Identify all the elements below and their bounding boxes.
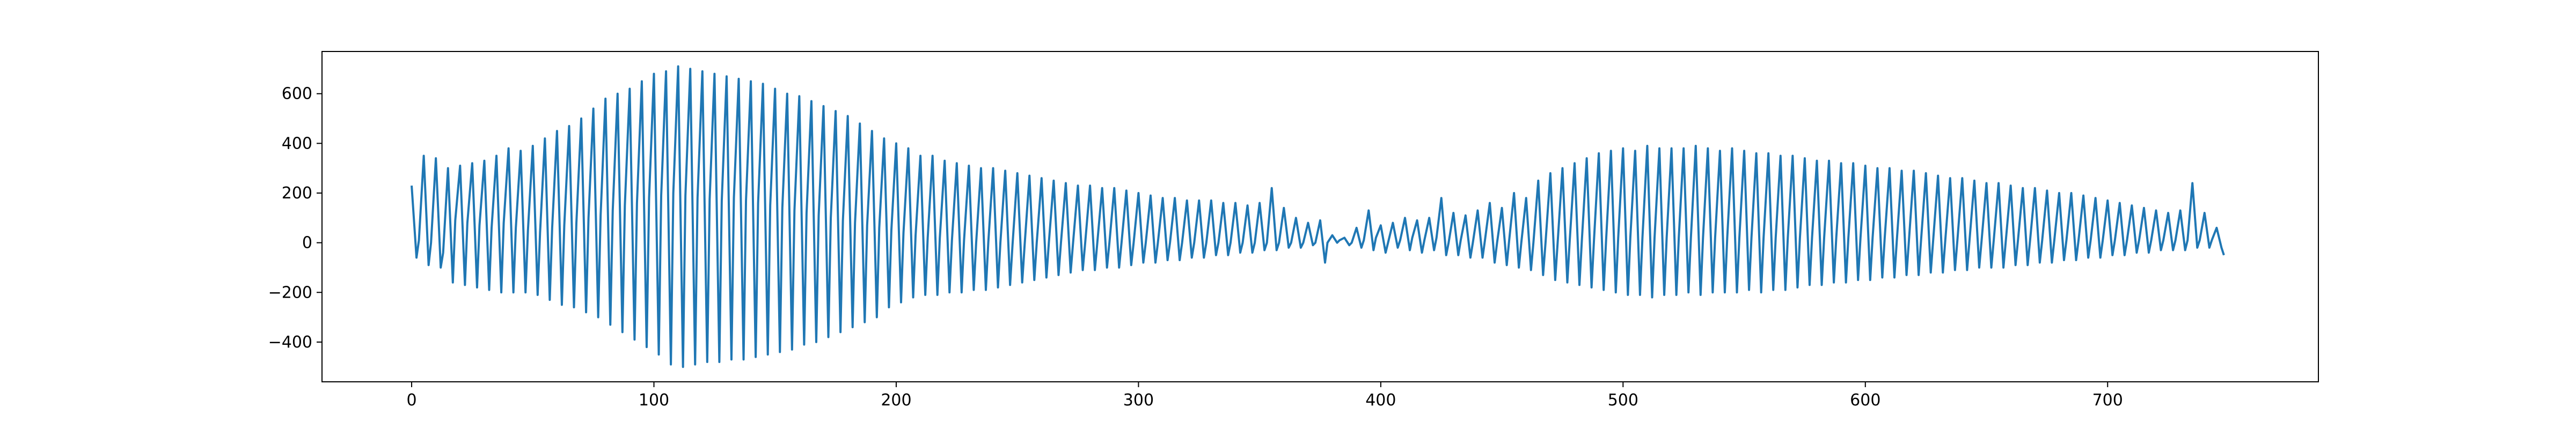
plot-frame — [321, 51, 2319, 382]
x-tick-label: 400 — [1365, 391, 1396, 410]
data-line — [411, 65, 2225, 368]
x-tick-label: 0 — [406, 391, 416, 410]
x-tick-label: 200 — [881, 391, 911, 410]
y-tick-label: 400 — [282, 134, 312, 153]
x-tick-label: 600 — [1850, 391, 1880, 410]
y-tick-label: −400 — [268, 333, 312, 352]
x-tick-label: 700 — [2092, 391, 2123, 410]
x-tick-label: 300 — [1123, 391, 1154, 410]
y-tick-label: 600 — [282, 85, 312, 103]
y-tick-label: 0 — [302, 234, 312, 253]
x-tick-label: 500 — [1608, 391, 1638, 410]
y-tick-label: −200 — [268, 283, 312, 302]
y-tick-label: 200 — [282, 184, 312, 203]
x-tick-label: 100 — [639, 391, 669, 410]
